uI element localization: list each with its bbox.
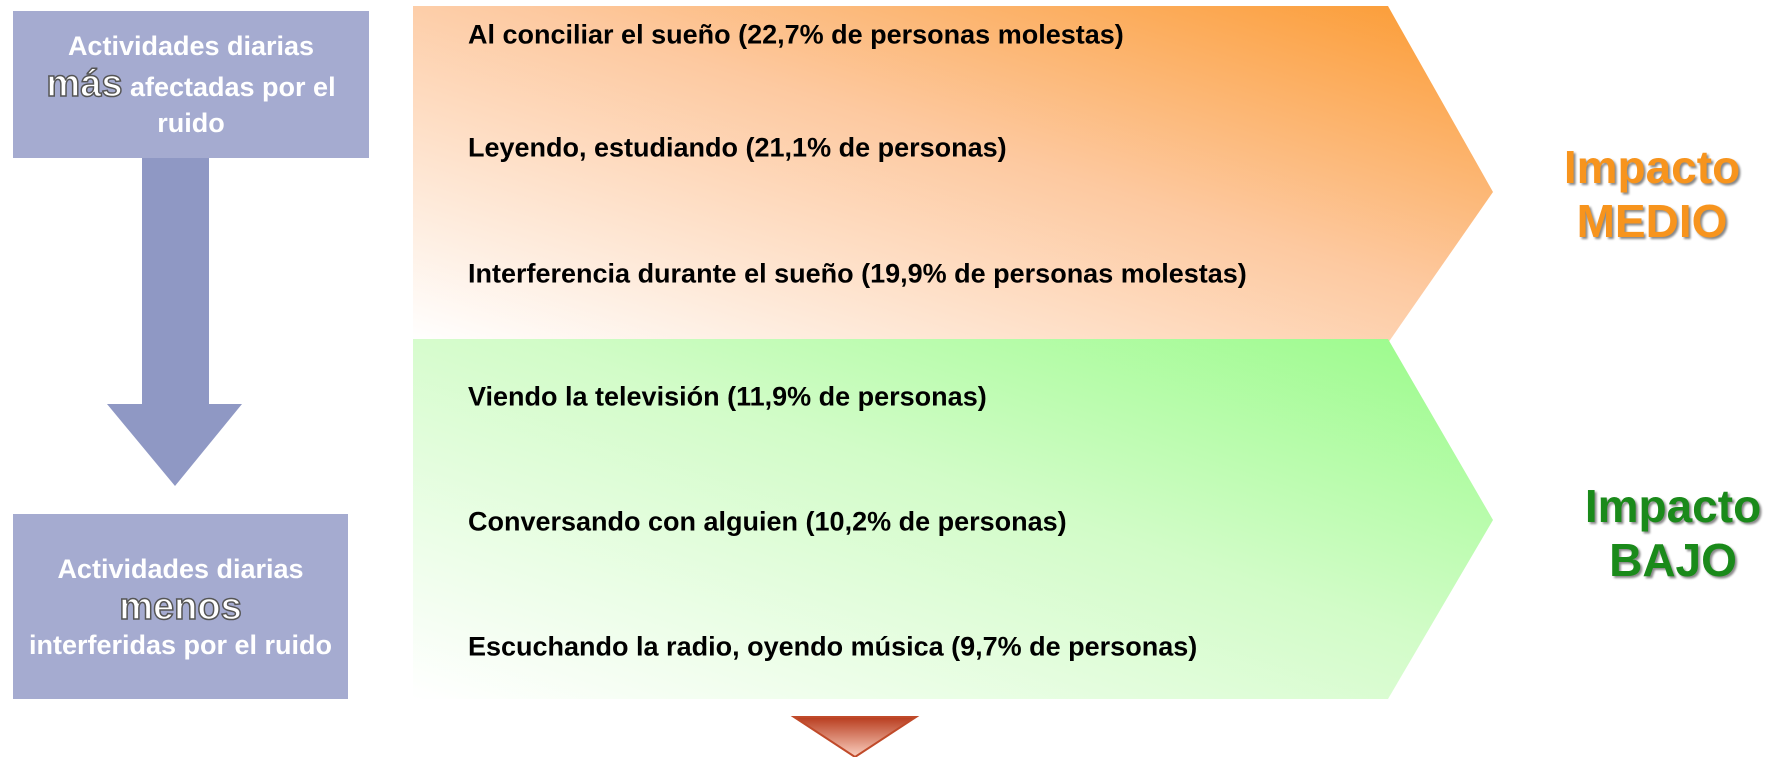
low-chevron bbox=[413, 339, 1493, 699]
medium-chevron bbox=[413, 6, 1493, 343]
arrow-head bbox=[107, 404, 242, 486]
top-box: Actividades diarias más afectadas por el … bbox=[13, 11, 369, 158]
impact-text: MEDIO bbox=[1576, 195, 1728, 247]
impact-text: Impacto bbox=[1584, 480, 1762, 532]
impact-label: Impacto BAJO bbox=[1585, 479, 1761, 587]
item: Escuchando la radio, oyendo música (9,7%… bbox=[468, 631, 1198, 662]
item: Interferencia durante el sueño (19,9% de… bbox=[468, 258, 1247, 289]
impact-text: BAJO bbox=[1609, 534, 1737, 586]
emphasis: más bbox=[46, 63, 124, 105]
item: Al conciliar el sueño (22,7% de personas… bbox=[468, 19, 1124, 50]
bottom-box: Actividades diarias menos interferidas p… bbox=[13, 514, 348, 699]
emphasis: menos bbox=[119, 585, 243, 628]
item: Viendo la televisión (11,9% de personas) bbox=[468, 381, 987, 412]
impact-text: Impacto bbox=[1563, 141, 1741, 193]
impact-label: Impacto MEDIO bbox=[1564, 140, 1740, 248]
item: Conversando con alguien (10,2% de person… bbox=[468, 506, 1067, 537]
item: Leyendo, estudiando (21,1% de personas) bbox=[468, 132, 1007, 163]
box-text: Actividades diarias bbox=[67, 31, 315, 61]
box-text: afectadas por el ruido bbox=[129, 72, 336, 138]
box-text: Actividades diarias bbox=[57, 553, 304, 584]
arrow-shaft bbox=[142, 156, 209, 406]
down-triangle bbox=[790, 716, 920, 757]
box-text: interferidas por el ruido bbox=[28, 629, 333, 660]
